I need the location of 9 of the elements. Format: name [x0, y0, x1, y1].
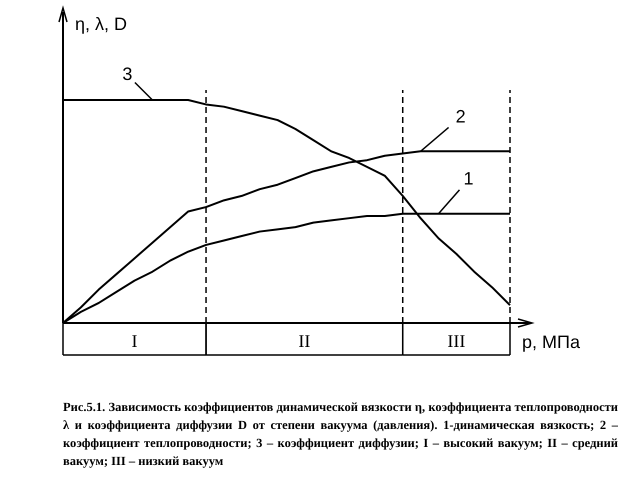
series-label: 2	[456, 106, 466, 126]
series-label: 1	[463, 168, 474, 189]
y-axis-title: η, λ, D	[75, 14, 128, 34]
text: I	[132, 331, 138, 351]
text: III	[447, 331, 466, 351]
x-axis-title: p, МПа	[522, 332, 581, 352]
text: II	[298, 331, 310, 351]
text: Рис.5.1. Зависимость коэффициентов динамической вязкости η, коэффициента теплопроводности λ и коэффициента диффузии D от степени вакуума (давления). 1-динамическая вязкость; 2 – коэффициент теплопроводности; 3 – коэффициент диффузии; I – высокий вакуум; II – средний вакуум; III – низкий вакуум	[63, 399, 618, 470]
series-label: 3	[122, 64, 132, 84]
